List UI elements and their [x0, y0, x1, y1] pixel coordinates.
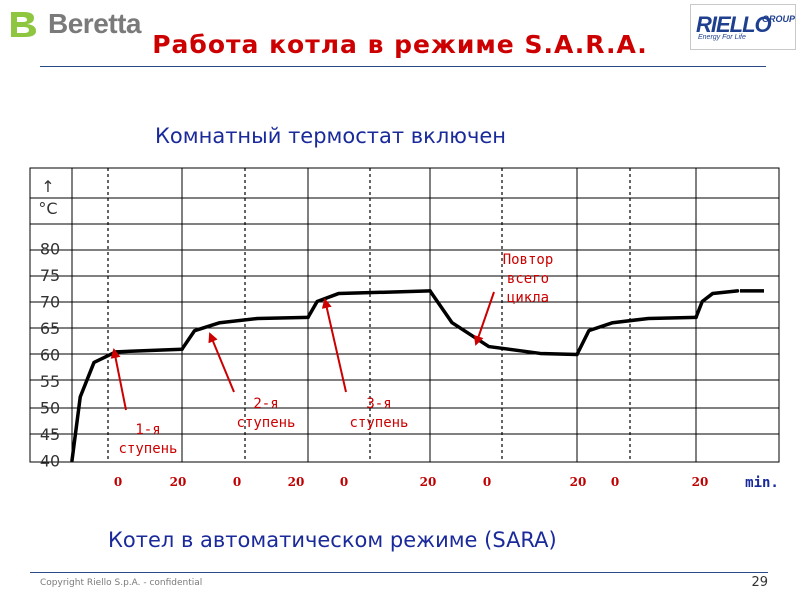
beretta-logo-text: Beretta [48, 8, 141, 39]
slide-title: Работа котла в режиме S.A.R.A. [152, 30, 648, 59]
annotation-text-1: 1-я [135, 422, 160, 438]
riello-logo-tagline: Energy For Life [698, 34, 746, 41]
x-tick-label: 20 [288, 475, 305, 489]
x-unit-label: min. [745, 475, 779, 491]
annotation-arrow-3 [321, 298, 347, 393]
bottom-divider [30, 572, 768, 573]
x-tick-label: 20 [692, 475, 709, 489]
riello-logo-group: GROUP [762, 14, 796, 24]
annotation-arrow-1 [110, 348, 127, 411]
annotation-text-3: ступень [349, 415, 408, 431]
annotation-text-2: 2-я [253, 396, 278, 412]
curve-cycle_repeat [428, 289, 579, 357]
curve-stage3_repeat_dashed [694, 289, 740, 320]
page-number: 29 [751, 575, 768, 590]
y-tick-label: 45 [40, 425, 60, 444]
riello-logo-name: RIELLO [696, 12, 772, 37]
y-tick-label: 50 [40, 399, 60, 418]
x-tick-label: 20 [420, 475, 437, 489]
y-tick-label: 75 [40, 266, 60, 285]
annotation-text-3: 3-я [366, 396, 391, 412]
y-tick-label: 40 [40, 452, 60, 471]
y-unit-label: °C [38, 199, 57, 218]
y-tick-label: 70 [40, 293, 60, 312]
x-tick-label: 0 [114, 475, 122, 489]
annotation-text-4: цикла [507, 290, 549, 306]
annotation-text-4: Повтор [503, 252, 554, 268]
y-tick-label: 80 [40, 240, 60, 259]
x-tick-label: 20 [170, 475, 187, 489]
x-tick-label: 0 [340, 475, 348, 489]
x-tick-label: 0 [233, 475, 241, 489]
x-tick-label: 0 [483, 475, 491, 489]
annotation-text-4: всего [507, 271, 549, 287]
top-divider [40, 66, 766, 67]
curve-stage2_repeat [575, 315, 698, 357]
riello-logo: RIELLO GROUP Energy For Life [690, 4, 796, 50]
chart-subtitle: Комнатный термостат включен [155, 124, 507, 148]
y-tick-label: 55 [40, 372, 60, 391]
copyright-text: Copyright Riello S.p.A. - confidential [40, 578, 203, 588]
chart-caption: Котел в автоматическом режиме (SARA) [108, 528, 557, 552]
curve-stage3 [306, 289, 432, 320]
curve-stage2 [180, 315, 310, 351]
annotation-text-1: ступень [118, 441, 177, 457]
riello-logo-frame [690, 4, 796, 50]
annotation-text-2: ступень [236, 415, 295, 431]
beretta-logo: Beretta [8, 8, 141, 40]
curve-stage1 [70, 347, 184, 463]
plot-frame [29, 167, 780, 463]
annotation-arrow-4 [473, 291, 495, 346]
annotation-arrow-2 [208, 332, 235, 393]
x-tick-label: 0 [611, 475, 619, 489]
y-tick-label: 60 [40, 346, 60, 365]
y-unit-arrow-icon: ↑ [41, 177, 54, 196]
x-tick-label: 20 [570, 475, 587, 489]
y-tick-label: 65 [40, 319, 60, 338]
beretta-emblem-icon [11, 12, 36, 37]
